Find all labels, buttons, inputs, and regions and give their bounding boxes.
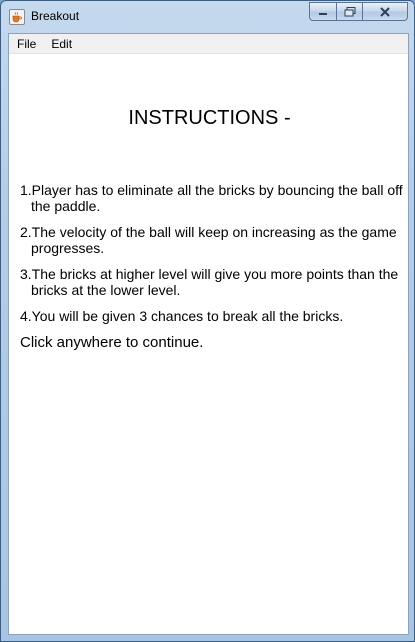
close-icon [380, 6, 390, 17]
window-controls [309, 2, 408, 21]
java-coffee-cup-icon [9, 9, 25, 25]
window-title: Breakout [31, 9, 80, 23]
menu-bar: File Edit [9, 34, 408, 54]
instruction-item: 1.Player has to eliminate all the bricks… [20, 182, 403, 214]
title-bar[interactable]: Breakout [1, 1, 414, 32]
instruction-item: 3.The bricks at higher level will give y… [20, 266, 399, 298]
page-title: INSTRUCTIONS - [128, 107, 291, 129]
menu-edit[interactable]: Edit [51, 36, 73, 51]
instruction-item: 2.The velocity of the ball will keep on … [20, 224, 397, 256]
maximize-icon [344, 6, 355, 16]
instruction-item: 4.You will be given 3 chances to break a… [20, 308, 344, 324]
close-button[interactable] [362, 2, 408, 21]
minimize-button[interactable] [309, 2, 336, 21]
continue-prompt: Click anywhere to continue. [20, 334, 204, 351]
menu-file[interactable]: File [17, 36, 37, 51]
instruction-list: 1.Player has to eliminate all the bricks… [20, 182, 405, 334]
maximize-button[interactable] [336, 2, 362, 21]
minimize-icon [319, 12, 327, 15]
client-area[interactable]: File Edit INSTRUCTIONS - 1.Player has to… [8, 33, 409, 635]
